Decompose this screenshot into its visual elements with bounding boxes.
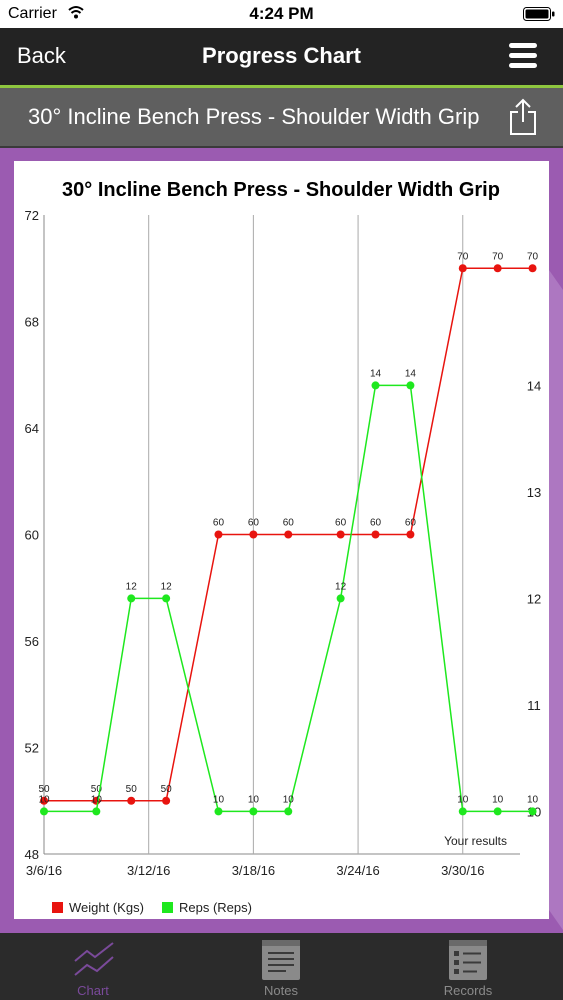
data-label: 10 xyxy=(283,794,295,805)
data-label: 70 xyxy=(527,251,539,262)
data-label: 60 xyxy=(405,518,417,529)
data-point xyxy=(214,807,223,816)
data-label: 12 xyxy=(161,581,173,592)
legend-swatch xyxy=(162,902,173,913)
y-tick-label-right: 12 xyxy=(527,591,541,606)
data-point xyxy=(371,530,380,539)
data-point xyxy=(214,530,223,539)
legend-swatch xyxy=(52,902,63,913)
data-label: 10 xyxy=(457,794,469,805)
tab-notes[interactable]: Notes xyxy=(211,933,351,1000)
data-label: 50 xyxy=(126,784,138,795)
share-icon[interactable] xyxy=(508,98,538,136)
series-line xyxy=(44,384,533,813)
x-tick-label: 3/6/16 xyxy=(26,863,62,878)
data-point xyxy=(528,264,537,273)
data-label: 70 xyxy=(457,251,469,262)
data-label: 12 xyxy=(335,581,347,592)
data-label: 50 xyxy=(38,784,50,795)
data-label: 10 xyxy=(91,794,103,805)
wifi-icon xyxy=(68,6,84,19)
exercise-header: 30° Incline Bench Press - Shoulder Width… xyxy=(0,88,563,148)
data-label: 10 xyxy=(38,794,50,805)
y-tick-label-left: 68 xyxy=(25,315,39,330)
y-tick-label-left: 52 xyxy=(25,741,39,756)
data-label: 60 xyxy=(248,518,260,529)
x-tick-label: 3/24/16 xyxy=(336,863,379,878)
legend-label: Reps (Reps) xyxy=(179,900,252,915)
status-bar: Carrier 4:24 PM xyxy=(0,0,563,28)
page-title: Progress Chart xyxy=(202,43,361,68)
data-label: 10 xyxy=(492,794,504,805)
notes-icon xyxy=(262,940,300,980)
battery-icon xyxy=(523,7,555,21)
data-point xyxy=(336,530,345,539)
records-icon xyxy=(449,940,487,980)
data-point xyxy=(162,796,171,805)
data-point xyxy=(406,381,415,390)
y-tick-label-right: 14 xyxy=(527,378,541,393)
data-label: 60 xyxy=(370,518,382,529)
carrier-label: Carrier xyxy=(8,5,57,22)
data-label: 50 xyxy=(91,784,103,795)
data-label: 14 xyxy=(370,368,382,379)
data-label: 60 xyxy=(283,518,295,529)
data-label: 70 xyxy=(492,251,504,262)
x-tick-label: 3/12/16 xyxy=(127,863,170,878)
chart-icon xyxy=(74,942,114,976)
y-tick-label-right: 11 xyxy=(527,698,541,713)
data-label: 10 xyxy=(527,794,539,805)
data-label: 14 xyxy=(405,368,417,379)
progress-chart: 30° Incline Bench Press - Shoulder Width… xyxy=(25,179,542,915)
menu-icon[interactable] xyxy=(509,43,537,69)
chart-card: 30° Incline Bench Press - Shoulder Width… xyxy=(14,161,549,919)
data-label: 10 xyxy=(213,794,225,805)
x-tick-label: 3/18/16 xyxy=(232,863,275,878)
data-point xyxy=(458,264,467,273)
data-point xyxy=(493,807,502,816)
tab-chart[interactable]: Chart xyxy=(23,933,163,1000)
data-label: 60 xyxy=(335,518,347,529)
data-point xyxy=(40,807,48,816)
legend-label: Weight (Kgs) xyxy=(69,900,144,915)
tab-records[interactable]: Records xyxy=(398,933,538,1000)
y-tick-label-right: 13 xyxy=(527,485,541,500)
data-point xyxy=(162,594,171,603)
data-point xyxy=(493,264,502,273)
x-tick-label: 3/30/16 xyxy=(441,863,484,878)
y-tick-label-left: 48 xyxy=(25,847,39,862)
back-button[interactable]: Back xyxy=(17,43,66,68)
data-point xyxy=(249,807,258,816)
data-point xyxy=(371,381,380,390)
tab-bar: Chart Notes Records xyxy=(0,933,563,1000)
data-point xyxy=(284,807,293,816)
tab-label: Records xyxy=(443,983,493,998)
data-point xyxy=(336,594,345,603)
data-label: 60 xyxy=(213,518,225,529)
tab-label: Chart xyxy=(77,983,109,998)
data-point xyxy=(406,530,415,539)
navigation-bar: Back Progress Chart xyxy=(0,28,563,88)
y-tick-label-left: 56 xyxy=(25,634,39,649)
y-tick-label-left: 64 xyxy=(25,421,39,436)
y-tick-label-left: 60 xyxy=(25,528,39,543)
chart-annotation: Your results xyxy=(444,834,507,848)
y-tick-label-left: 72 xyxy=(25,208,39,223)
data-point xyxy=(249,530,258,539)
data-point xyxy=(127,796,136,805)
data-point xyxy=(528,807,537,816)
data-point xyxy=(458,807,467,816)
tab-label: Notes xyxy=(264,983,298,998)
data-label: 12 xyxy=(126,581,138,592)
background-figure xyxy=(549,270,563,930)
data-point xyxy=(284,530,293,539)
data-point xyxy=(127,594,136,603)
data-label: 10 xyxy=(248,794,260,805)
chart-title: 30° Incline Bench Press - Shoulder Width… xyxy=(62,179,500,201)
data-label: 50 xyxy=(161,784,173,795)
exercise-name: 30° Incline Bench Press - Shoulder Width… xyxy=(28,104,480,129)
clock: 4:24 PM xyxy=(249,4,314,23)
data-point xyxy=(92,807,101,816)
data-point xyxy=(40,796,48,805)
